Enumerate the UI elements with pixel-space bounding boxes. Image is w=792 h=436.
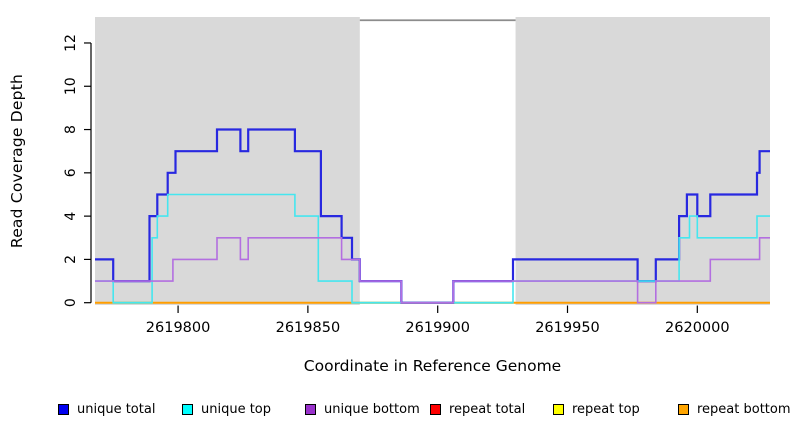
x-tick-label: 2619900 <box>405 320 470 336</box>
y-axis-title-wrap: Read Coverage Depth <box>8 0 26 322</box>
y-tick-label: 6 <box>63 168 79 177</box>
series-unique-bottom <box>95 237 770 304</box>
x-axis-title: Coordinate in Reference Genome <box>303 357 562 375</box>
y-tick-label: 12 <box>63 34 79 52</box>
y-tick-label: 0 <box>63 298 79 307</box>
gap-region <box>359 17 516 305</box>
y-axis-title: Read Coverage Depth <box>8 73 26 249</box>
y-tick-label: 4 <box>63 212 79 221</box>
x-tick-label: 2620000 <box>665 320 730 336</box>
y-tick-label: 8 <box>63 125 79 134</box>
series-unique-top <box>95 193 770 304</box>
x-tick-label: 2619800 <box>146 320 211 336</box>
y-tick-label: 10 <box>63 77 79 95</box>
x-tick-label: 2619950 <box>535 320 600 336</box>
y-tick-label: 2 <box>63 255 79 264</box>
x-tick-label: 2619850 <box>276 320 341 336</box>
